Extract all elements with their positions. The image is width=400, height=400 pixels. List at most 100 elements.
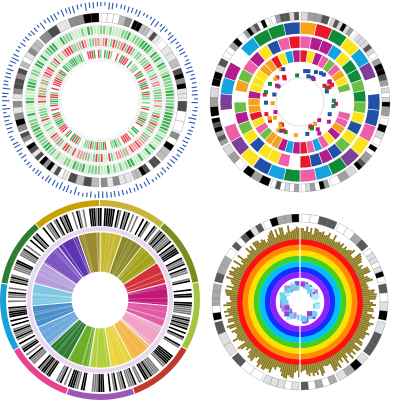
band-2-bar bbox=[141, 101, 150, 104]
outer-tick bbox=[22, 39, 26, 43]
band-2-bar bbox=[76, 137, 82, 146]
band-2-bar bbox=[140, 111, 149, 115]
band-2-bar bbox=[139, 112, 148, 117]
band-3-point bbox=[282, 74, 287, 79]
band-0-bar bbox=[26, 87, 35, 92]
band-0-bar bbox=[131, 34, 138, 43]
barcode-bar bbox=[15, 329, 33, 339]
outer-tick bbox=[20, 42, 26, 48]
band-1-bar bbox=[71, 147, 77, 156]
histogram-bar bbox=[354, 329, 366, 337]
band-3-point bbox=[273, 76, 278, 81]
barcode-bar bbox=[9, 280, 28, 286]
histogram-bar bbox=[350, 336, 363, 347]
barcode-bar bbox=[44, 359, 57, 375]
histogram-bar bbox=[286, 225, 292, 241]
barcode-bar bbox=[129, 215, 139, 233]
tr-ideogram-band bbox=[381, 92, 391, 98]
band-3-point bbox=[308, 124, 313, 129]
band-2-bar bbox=[120, 136, 126, 144]
band-0-bar bbox=[47, 146, 55, 154]
wedge-streak bbox=[100, 232, 103, 273]
barcode-bar bbox=[95, 373, 99, 392]
band-0-bar bbox=[148, 143, 156, 151]
barcode-bar bbox=[61, 215, 71, 233]
band-3-point bbox=[295, 73, 300, 78]
wedge-streak bbox=[83, 233, 94, 273]
band-0-bar bbox=[26, 97, 35, 100]
barcode-bar bbox=[103, 208, 107, 227]
outer-tick bbox=[190, 73, 195, 76]
histogram-bar bbox=[274, 359, 280, 370]
band-0-bar bbox=[105, 26, 109, 35]
br-ideogram-band bbox=[262, 374, 273, 385]
outer-tick bbox=[184, 136, 190, 140]
band-3-point bbox=[327, 80, 332, 85]
histogram-bar bbox=[322, 234, 328, 245]
spoke bbox=[114, 135, 129, 170]
band-3-point bbox=[279, 67, 284, 72]
band-1-bar bbox=[110, 152, 114, 161]
outer-tick bbox=[179, 146, 185, 151]
histogram-bar bbox=[357, 324, 369, 331]
barcode-bar bbox=[164, 334, 182, 345]
band-3-point bbox=[313, 121, 318, 126]
outer-tick bbox=[33, 27, 39, 33]
band-2-bar bbox=[141, 93, 150, 96]
histogram-bar bbox=[225, 276, 242, 283]
spoke bbox=[71, 30, 86, 65]
wedge-streak bbox=[121, 317, 153, 344]
band-0-bar bbox=[158, 128, 167, 135]
barcode-bar bbox=[140, 223, 152, 239]
tr-ideogram-band bbox=[217, 57, 229, 69]
band-3-point bbox=[273, 109, 278, 114]
outer-tick bbox=[115, 3, 118, 8]
histogram-bar bbox=[361, 303, 376, 307]
histogram-bar bbox=[228, 310, 239, 315]
barcode-bar bbox=[82, 372, 88, 391]
barcode-bar bbox=[111, 372, 116, 391]
band-0-bar bbox=[165, 96, 174, 100]
barcode-bar bbox=[41, 356, 54, 372]
outer-ring-seg bbox=[66, 388, 135, 400]
band-0-bar bbox=[56, 38, 63, 47]
outer-tick bbox=[53, 13, 58, 21]
outer-tick bbox=[142, 12, 146, 16]
band-0-bar bbox=[100, 165, 104, 174]
histogram-bar bbox=[268, 232, 276, 246]
outer-tick bbox=[5, 122, 13, 126]
band-1-bar bbox=[152, 86, 161, 90]
band-1-bar bbox=[139, 135, 147, 143]
histogram-bar bbox=[349, 255, 362, 266]
barcode-bar bbox=[150, 232, 164, 247]
barcode-bar bbox=[65, 368, 74, 387]
barcode-bar bbox=[119, 211, 126, 229]
band-2-bar bbox=[103, 50, 107, 59]
br-ideogram-band bbox=[356, 239, 369, 252]
band-2-bar bbox=[65, 62, 72, 70]
band-1-bar bbox=[98, 153, 100, 162]
band-1-bar bbox=[80, 40, 85, 49]
band-0-bar bbox=[134, 155, 141, 164]
band-1-bar bbox=[146, 68, 155, 74]
wedge-streak bbox=[106, 327, 118, 366]
barcode-bar bbox=[61, 367, 71, 385]
outer-tick bbox=[137, 10, 142, 18]
band-3-point bbox=[315, 127, 320, 132]
band-2-bar bbox=[127, 62, 135, 70]
band-2-bar bbox=[74, 56, 80, 64]
wedge-streak bbox=[125, 272, 163, 289]
outer-tick bbox=[190, 126, 195, 129]
wedge-streak bbox=[32, 293, 73, 298]
band-1-bar bbox=[51, 59, 59, 67]
band-0-bar bbox=[161, 73, 171, 79]
histogram-bar bbox=[328, 234, 338, 248]
barcode-bar bbox=[31, 237, 46, 251]
outer-tick bbox=[126, 6, 130, 13]
br-ideogram-band bbox=[379, 301, 389, 312]
band-1-bar bbox=[38, 105, 47, 109]
histogram-bar bbox=[317, 232, 323, 243]
barcode-bar bbox=[24, 342, 41, 355]
outer-tick bbox=[189, 77, 196, 81]
histogram-bar bbox=[355, 327, 370, 336]
